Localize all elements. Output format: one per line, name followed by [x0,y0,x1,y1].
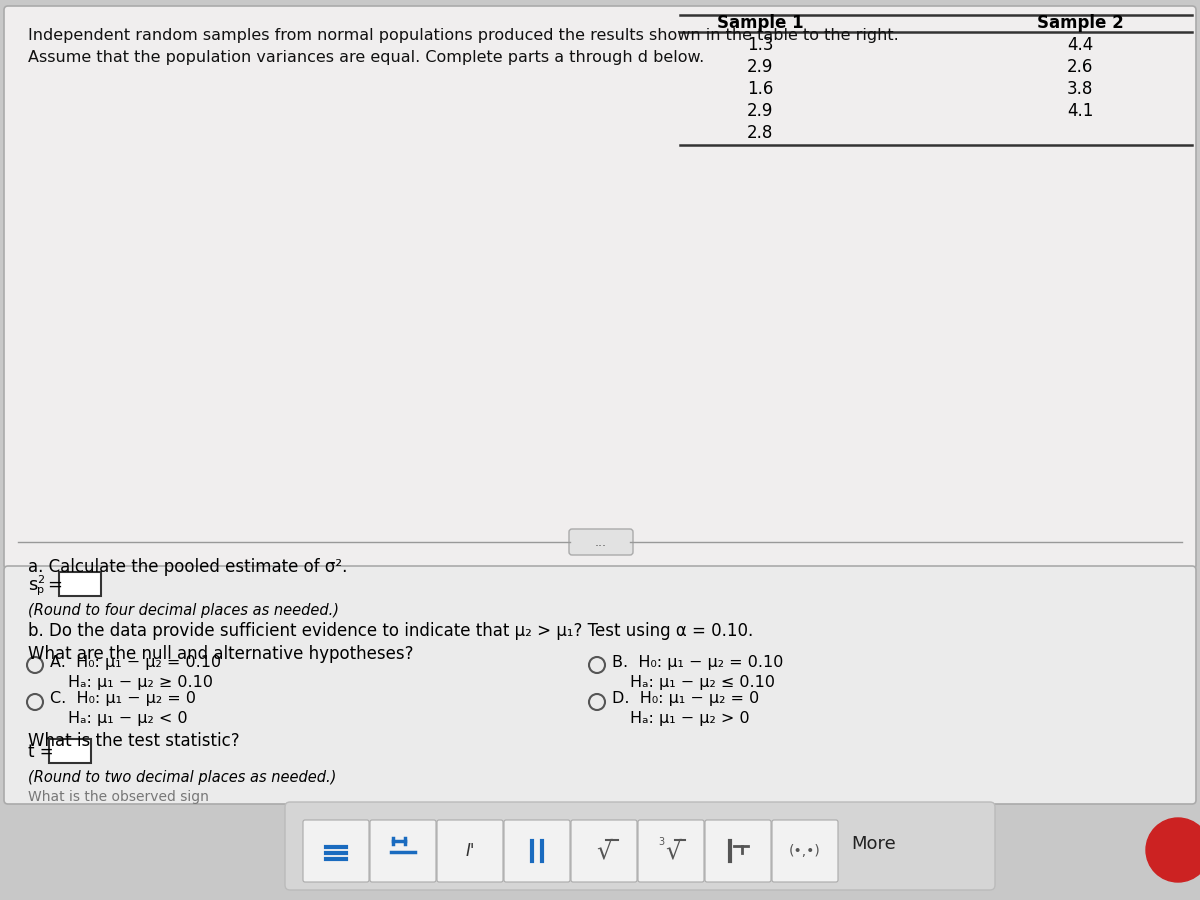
Text: 2.8: 2.8 [746,124,773,142]
Text: (•,•): (•,•) [790,844,821,858]
Text: D.  H₀: μ₁ − μ₂ = 0: D. H₀: μ₁ − μ₂ = 0 [612,691,760,707]
Text: 2.6: 2.6 [1067,58,1093,76]
Text: 1.3: 1.3 [746,36,773,54]
Text: 4.4: 4.4 [1067,36,1093,54]
Text: Hₐ: μ₁ − μ₂ ≤ 0.10: Hₐ: μ₁ − μ₂ ≤ 0.10 [630,674,775,689]
Text: What is the test statistic?: What is the test statistic? [28,732,240,750]
Text: t =: t = [28,743,54,761]
Text: More: More [851,835,895,853]
Text: Independent random samples from normal populations produced the results shown in: Independent random samples from normal p… [28,28,899,43]
Text: s: s [28,576,37,594]
Text: Hₐ: μ₁ − μ₂ ≥ 0.10: Hₐ: μ₁ − μ₂ ≥ 0.10 [68,674,214,689]
Text: Hₐ: μ₁ − μ₂ < 0: Hₐ: μ₁ − μ₂ < 0 [68,712,187,726]
Text: 2: 2 [37,575,44,585]
FancyBboxPatch shape [49,739,91,763]
FancyBboxPatch shape [59,572,101,596]
Text: ...: ... [595,536,607,548]
Text: 1.6: 1.6 [746,80,773,98]
Text: (Round to two decimal places as needed.): (Round to two decimal places as needed.) [28,770,336,785]
Text: 3: 3 [658,837,664,847]
Text: p: p [37,585,44,595]
FancyBboxPatch shape [4,566,1196,804]
Text: Assume that the population variances are equal. Complete parts a through d below: Assume that the population variances are… [28,50,704,65]
Text: I': I' [466,842,475,860]
Text: =: = [47,576,62,594]
Circle shape [1146,818,1200,882]
Text: 2.9: 2.9 [746,58,773,76]
Text: 3.8: 3.8 [1067,80,1093,98]
Text: What is the observed sign: What is the observed sign [28,790,209,804]
Text: C.  H₀: μ₁ − μ₂ = 0: C. H₀: μ₁ − μ₂ = 0 [50,691,196,707]
FancyBboxPatch shape [706,820,772,882]
FancyBboxPatch shape [437,820,503,882]
Text: B.  H₀: μ₁ − μ₂ = 0.10: B. H₀: μ₁ − μ₂ = 0.10 [612,654,784,670]
FancyBboxPatch shape [638,820,704,882]
Text: Sample 1: Sample 1 [716,14,803,32]
Text: (Round to four decimal places as needed.): (Round to four decimal places as needed.… [28,603,340,618]
Text: b. Do the data provide sufficient evidence to indicate that μ₂ > μ₁? Test using : b. Do the data provide sufficient eviden… [28,622,754,640]
Text: √: √ [596,839,612,863]
Text: 2.9: 2.9 [746,102,773,120]
Text: 4.1: 4.1 [1067,102,1093,120]
FancyBboxPatch shape [302,820,370,882]
Text: a. Calculate the pooled estimate of σ².: a. Calculate the pooled estimate of σ². [28,558,347,576]
FancyBboxPatch shape [569,529,634,555]
Text: What are the null and alternative hypotheses?: What are the null and alternative hypoth… [28,645,414,663]
FancyBboxPatch shape [571,820,637,882]
FancyBboxPatch shape [4,6,1196,569]
Text: Hₐ: μ₁ − μ₂ > 0: Hₐ: μ₁ − μ₂ > 0 [630,712,750,726]
FancyBboxPatch shape [772,820,838,882]
Text: A.  H₀: μ₁ − μ₂ = 0.10: A. H₀: μ₁ − μ₂ = 0.10 [50,654,221,670]
Text: √: √ [665,839,680,863]
FancyBboxPatch shape [504,820,570,882]
Text: Sample 2: Sample 2 [1037,14,1123,32]
FancyBboxPatch shape [370,820,436,882]
FancyBboxPatch shape [286,802,995,890]
